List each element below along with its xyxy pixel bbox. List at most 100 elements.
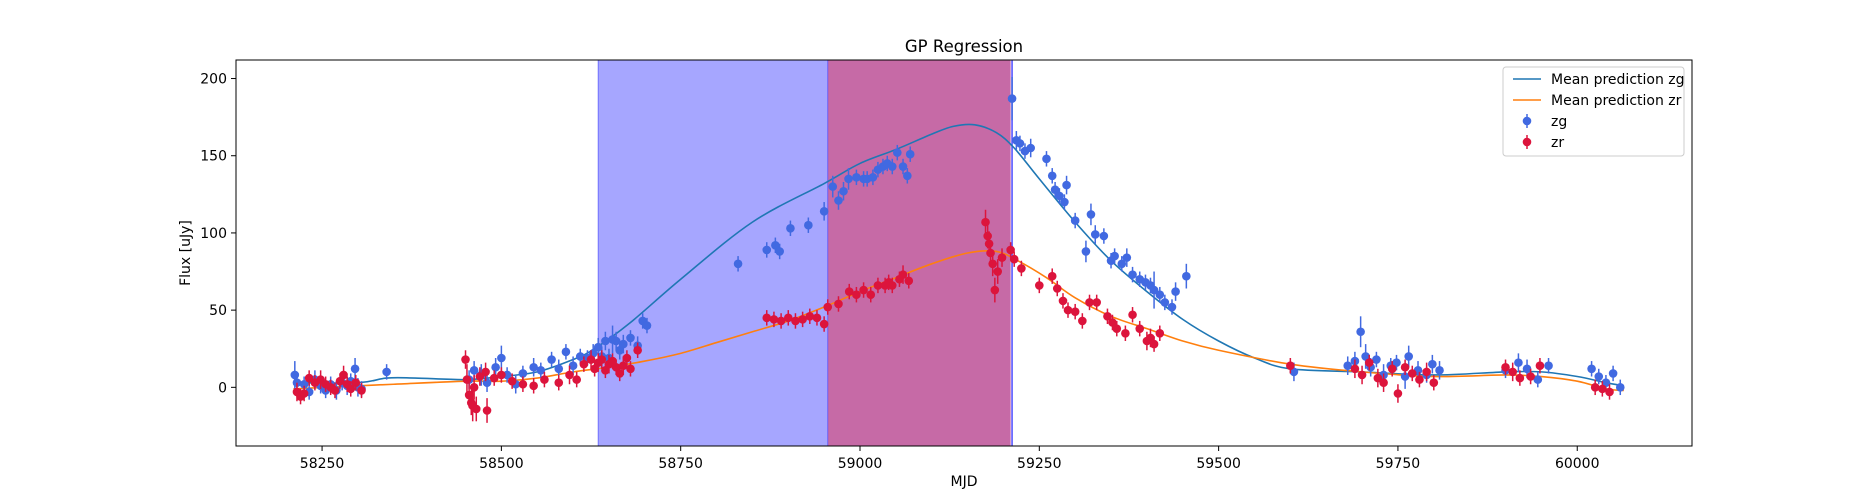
- data-point: [579, 359, 589, 369]
- x-tick-label: 58750: [658, 456, 703, 472]
- x-axis-ticks: 58250 58500 58750 59000 59250 59500 59750 60000: [300, 446, 1600, 472]
- data-point: [868, 173, 878, 182]
- y-tick-label: 0: [218, 380, 227, 396]
- data-point: [839, 186, 848, 196]
- data-point: [1535, 361, 1545, 371]
- data-point: [997, 253, 1007, 262]
- data-point: [339, 370, 348, 380]
- data-point: [547, 355, 556, 364]
- data-point: [904, 276, 914, 286]
- data-point: [1544, 361, 1553, 371]
- data-point: [834, 299, 843, 309]
- data-point: [1514, 358, 1523, 367]
- data-point: [491, 362, 500, 372]
- data-point: [786, 223, 795, 233]
- data-point: [1017, 264, 1026, 273]
- data-point: [1171, 287, 1180, 296]
- x-tick-label: 58500: [479, 456, 524, 472]
- data-point: [1608, 369, 1618, 378]
- data-point: [791, 316, 800, 326]
- data-point: [1428, 359, 1437, 369]
- data-point: [1122, 253, 1132, 262]
- data-point: [776, 316, 786, 326]
- data-point: [1182, 271, 1191, 281]
- data-point: [619, 339, 628, 349]
- data-point: [1393, 389, 1403, 398]
- data-point: [1149, 339, 1159, 349]
- data-point: [1372, 355, 1381, 364]
- data-point: [1515, 373, 1525, 383]
- data-point: [1167, 302, 1177, 312]
- data-point: [619, 361, 628, 371]
- data-point: [983, 231, 992, 241]
- data-point: [852, 290, 861, 299]
- data-point: [812, 313, 822, 323]
- data-point: [1501, 362, 1510, 372]
- data-point: [990, 285, 1000, 295]
- data-point: [1047, 171, 1057, 181]
- data-point: [859, 285, 868, 295]
- data-point: [1055, 191, 1064, 201]
- data-point: [783, 313, 793, 323]
- data-point: [819, 207, 829, 216]
- y-tick-label: 150: [200, 149, 227, 165]
- data-point: [572, 375, 581, 384]
- data-point: [351, 378, 361, 387]
- data-point: [898, 270, 908, 279]
- data-point: [984, 239, 994, 249]
- legend-box: [1502, 66, 1685, 157]
- data-point: [1587, 364, 1596, 374]
- data-point: [1526, 372, 1535, 381]
- data-point: [1149, 285, 1159, 295]
- data-point: [1117, 259, 1127, 269]
- data-point: [1103, 312, 1112, 321]
- data-point: [1155, 290, 1165, 299]
- data-point: [1047, 271, 1057, 281]
- data-point: [852, 173, 861, 182]
- x-tick-label: 58250: [300, 456, 345, 472]
- data-point: [626, 333, 635, 343]
- data-point: [1110, 251, 1119, 261]
- data-point: [1387, 364, 1397, 374]
- data-point: [1015, 139, 1025, 148]
- y-tick-label: 200: [200, 72, 227, 88]
- data-point: [733, 259, 743, 269]
- data-point: [346, 384, 356, 394]
- data-point: [299, 389, 309, 398]
- data-point: [887, 162, 897, 171]
- legend-label: Mean prediction zr: [1551, 93, 1682, 109]
- data-point: [1070, 216, 1080, 225]
- data-point: [482, 406, 492, 415]
- x-tick-label: 59500: [1196, 456, 1241, 472]
- plot-frame: [235, 59, 1693, 447]
- data-point: [469, 366, 479, 375]
- data-point: [1508, 367, 1517, 377]
- data-point: [1615, 383, 1625, 392]
- data-point: [1078, 316, 1087, 326]
- data-point: [1350, 364, 1360, 374]
- data-point: [1598, 384, 1607, 394]
- data-point: [905, 149, 915, 159]
- data-point: [633, 345, 642, 355]
- chart-title: GP Regression: [905, 37, 1023, 56]
- data-point: [1364, 358, 1374, 367]
- data-point: [462, 375, 472, 384]
- data-point: [507, 376, 517, 386]
- data-point: [1121, 328, 1130, 338]
- data-point: [1128, 270, 1137, 279]
- data-point: [898, 162, 908, 171]
- data-point: [1099, 231, 1109, 241]
- data-point: [1594, 372, 1604, 381]
- data-point: [1400, 372, 1410, 381]
- data-point: [382, 367, 391, 377]
- data-point: [819, 319, 829, 329]
- data-point: [1373, 373, 1383, 383]
- data-point: [1286, 361, 1295, 371]
- data-point: [823, 302, 833, 312]
- data-point: [844, 174, 853, 184]
- data-point: [981, 217, 990, 227]
- data-point: [1006, 245, 1015, 255]
- data-point: [892, 148, 902, 157]
- data-point: [1035, 281, 1044, 290]
